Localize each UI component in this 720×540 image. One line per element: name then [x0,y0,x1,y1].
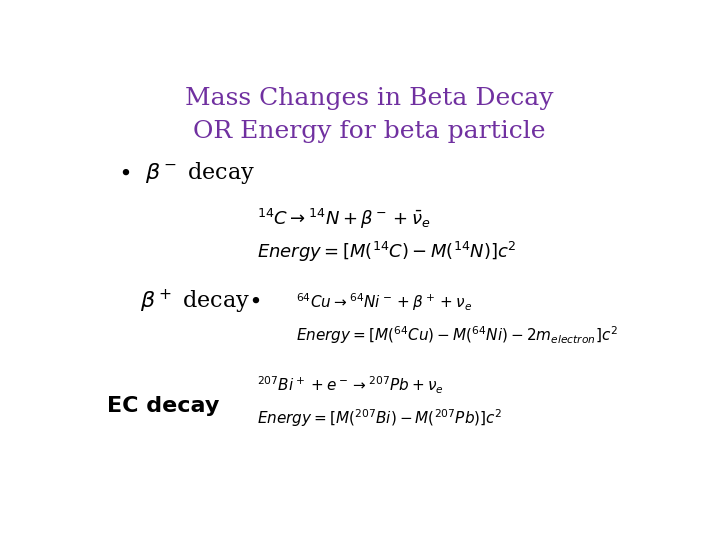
Text: $Energy = [M({}^{14}C) - M({}^{14}N)]c^2$: $Energy = [M({}^{14}C) - M({}^{14}N)]c^2… [258,240,517,264]
Text: ${}^{64}Cu\rightarrow{}^{64}Ni^- + \beta^+ + \nu_e$: ${}^{64}Cu\rightarrow{}^{64}Ni^- + \beta… [297,291,473,313]
Text: OR Energy for beta particle: OR Energy for beta particle [193,120,545,143]
Text: ${}^{207}Bi^+ + e^- \rightarrow{}^{207}Pb + \nu_e$: ${}^{207}Bi^+ + e^- \rightarrow{}^{207}P… [258,374,444,396]
Text: EC decay: EC decay [107,396,219,416]
Text: $Energy = [M({}^{64}Cu) - M({}^{64}Ni) - 2m_{electron}]c^2$: $Energy = [M({}^{64}Cu) - M({}^{64}Ni) -… [297,324,618,346]
Text: $Energy = [M({}^{207}Bi) - M({}^{207}Pb)]c^2$: $Energy = [M({}^{207}Bi) - M({}^{207}Pb)… [258,407,503,429]
Text: $\beta^+$ decay$\bullet$: $\beta^+$ decay$\bullet$ [140,288,261,316]
Text: $\bullet\;$ $\beta^-$ decay: $\bullet\;$ $\beta^-$ decay [118,160,255,186]
Text: ${}^{14}C\rightarrow{}^{14}N + \beta^- + \bar{\nu}_e$: ${}^{14}C\rightarrow{}^{14}N + \beta^- +… [258,207,431,231]
Text: Mass Changes in Beta Decay: Mass Changes in Beta Decay [185,86,553,110]
